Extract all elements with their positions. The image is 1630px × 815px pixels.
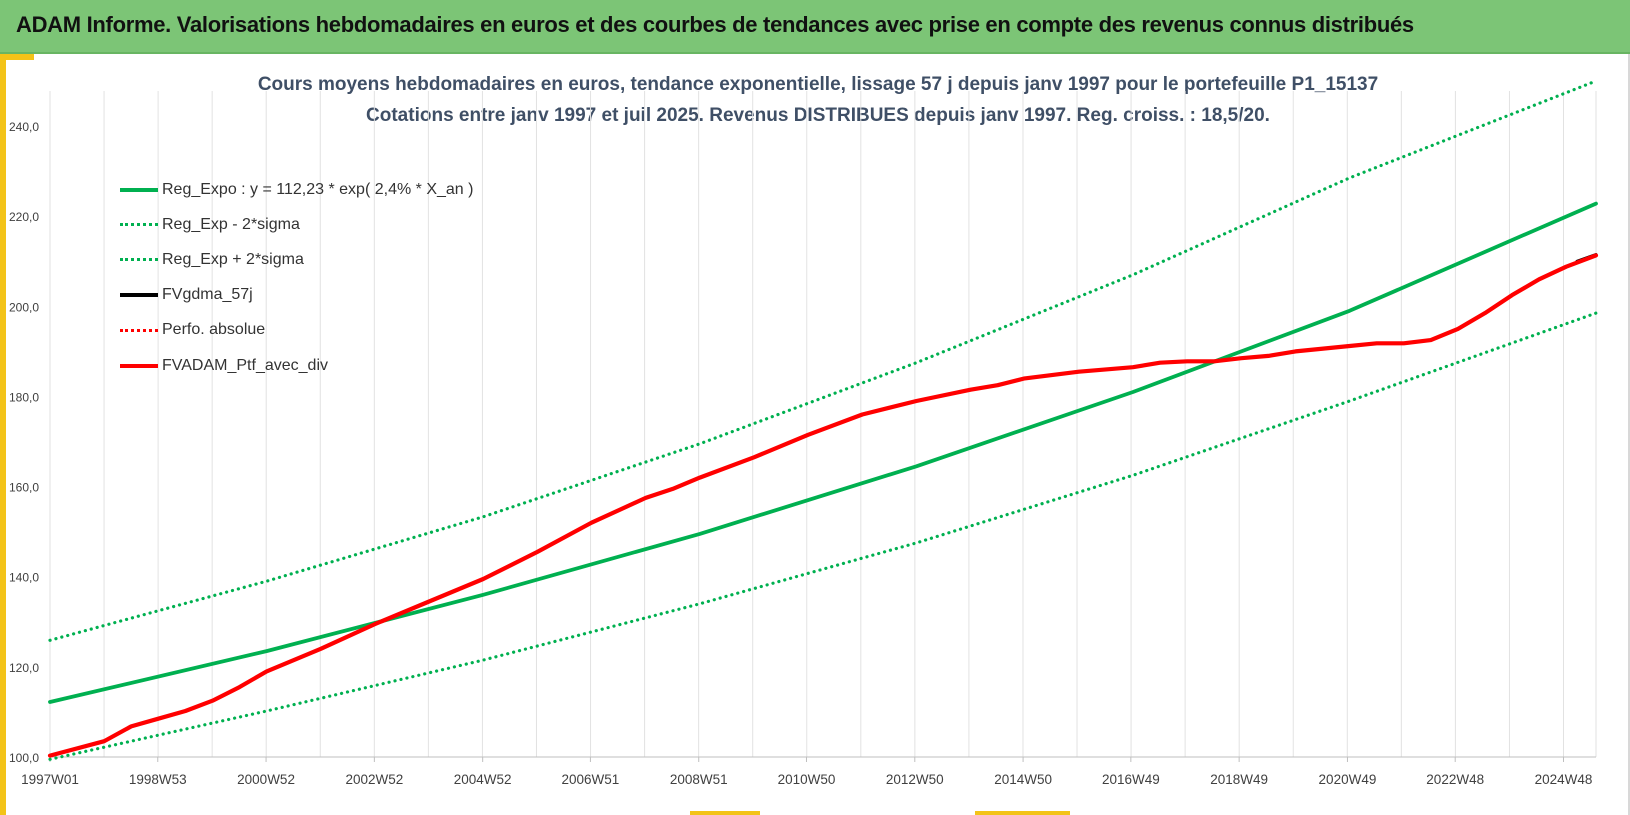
series-layer: [47, 79, 1599, 761]
legend-swatch: [120, 223, 158, 227]
legend-swatch: [120, 258, 158, 262]
chart-title: Cours moyens hebdomadaires en euros, ten…: [257, 74, 1379, 95]
y-tick-label: 240,0: [9, 120, 39, 134]
series-line-1: [48, 311, 1598, 761]
legend-label: Reg_Exp - 2*sigma: [162, 215, 300, 233]
bottom-accent-stripe: [975, 811, 1070, 815]
page-title: ADAM Informe. Valorisations hebdomadaire…: [16, 12, 1414, 37]
y-tick-label: 220,0: [9, 210, 39, 224]
x-tick-label: 2010W50: [778, 772, 836, 787]
legend-swatch: [120, 293, 158, 298]
x-tick-label: 2008W51: [670, 772, 728, 787]
x-tick-label: 2006W51: [562, 772, 620, 787]
legend-item: FVgdma_57j: [120, 278, 473, 313]
legend-label: Perfo. absolue: [162, 321, 266, 339]
grid-layer: [49, 91, 1597, 757]
legend-item: Reg_Expo : y = 112,23 * exp( 2,4% * X_an…: [120, 172, 473, 207]
x-tick-label: 2024W48: [1535, 772, 1593, 787]
legend-item: Perfo. absolue: [120, 313, 473, 348]
header-bar: ADAM Informe. Valorisations hebdomadaire…: [0, 0, 1630, 54]
x-tick-label: 2002W52: [345, 772, 403, 787]
legend-item: Reg_Exp + 2*sigma: [120, 242, 473, 277]
legend-swatch: [120, 187, 158, 192]
x-tick-label: 2016W49: [1102, 772, 1160, 787]
series-line-5: [47, 253, 1599, 758]
chart-legend: Reg_Expo : y = 112,23 * exp( 2,4% * X_an…: [120, 172, 473, 383]
x-tick-label: 2012W50: [886, 772, 944, 787]
legend-swatch: [120, 328, 158, 332]
axis-layer: 100,0 120,0 140,0 160,0 180,0 200,0 220,0 240,0…: [9, 120, 1596, 787]
y-tick-label: 180,0: [9, 390, 39, 404]
legend-swatch: [120, 363, 158, 368]
legend-label: FVgdma_57j: [162, 286, 253, 304]
y-tick-label: 120,0: [9, 661, 39, 675]
legend-label: Reg_Exp + 2*sigma: [162, 250, 304, 268]
x-tick-label: 2000W52: [237, 772, 295, 787]
y-tick-label: 140,0: [9, 571, 39, 585]
legend-item: Reg_Exp - 2*sigma: [120, 207, 473, 242]
legend-label: FVADAM_Ptf_avec_div: [162, 356, 328, 374]
legend-item: FVADAM_Ptf_avec_div: [120, 348, 473, 383]
legend-label: Reg_Expo : y = 112,23 * exp( 2,4% * X_an…: [162, 180, 474, 198]
top-left-accent-stripe: [0, 54, 34, 60]
y-tick-label: 100,0: [9, 751, 39, 765]
x-tick-label: 2014W50: [994, 772, 1052, 787]
x-tick-label: 2004W52: [454, 772, 512, 787]
y-tick-label: 160,0: [9, 481, 39, 495]
bottom-accent-stripe: [690, 811, 760, 815]
right-frame-border: [1628, 54, 1630, 815]
left-accent-stripe: [0, 54, 6, 815]
x-tick-label: 2018W49: [1210, 772, 1268, 787]
chart-subtitle: Cotations entre janv 1997 et juil 2025. …: [366, 105, 1270, 126]
x-tick-label: 2020W49: [1319, 772, 1377, 787]
x-tick-label: 2022W48: [1426, 772, 1484, 787]
series-line-2: [48, 79, 1598, 642]
y-tick-label: 200,0: [9, 300, 39, 314]
x-tick-label: 1998W53: [129, 772, 187, 787]
series-line-0: [48, 201, 1598, 704]
x-tick-label: 1997W01: [21, 772, 79, 787]
